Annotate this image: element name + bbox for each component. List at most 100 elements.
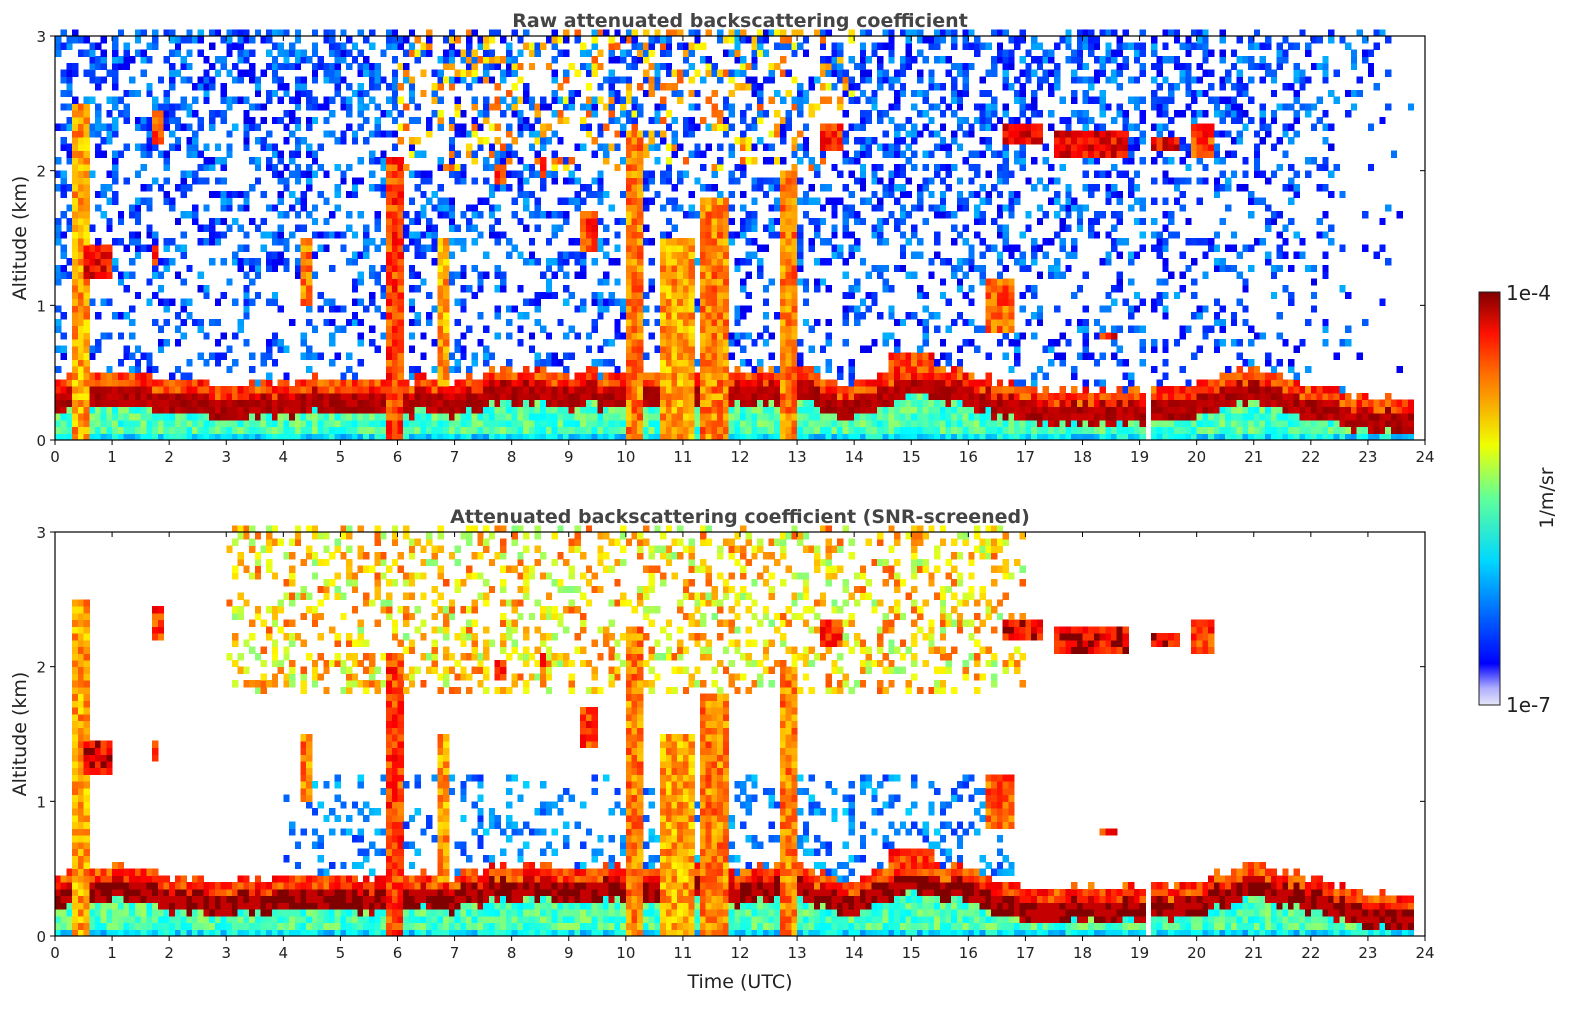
- heatmap-cell: [369, 426, 376, 434]
- heatmap-cell: [665, 123, 673, 131]
- heatmap-cell: [631, 96, 638, 104]
- heatmap-cell: [117, 150, 125, 158]
- heatmap-cell: [134, 211, 142, 219]
- heatmap-cell: [448, 163, 456, 172]
- heatmap-cell: [625, 345, 633, 353]
- heatmap-cell: [780, 238, 787, 246]
- heatmap-cell: [197, 318, 204, 327]
- heatmap-cell: [83, 332, 90, 340]
- heatmap-cell: [745, 359, 752, 367]
- heatmap-cell: [751, 184, 758, 192]
- heatmap-cell: [214, 386, 222, 394]
- heatmap-cell: [705, 386, 712, 394]
- heatmap-cell: [443, 298, 450, 306]
- heatmap-cell: [671, 204, 678, 212]
- heatmap-cell: [283, 163, 290, 172]
- heatmap-cell: [848, 231, 855, 239]
- heatmap-cell: [660, 305, 667, 313]
- heatmap-cell: [294, 224, 302, 232]
- heatmap-cell: [928, 69, 935, 77]
- heatmap-cell: [203, 399, 210, 407]
- heatmap-cell: [260, 116, 267, 125]
- heatmap-cell: [112, 103, 119, 111]
- heatmap-cell: [785, 359, 792, 367]
- heatmap-cell: [557, 419, 564, 428]
- heatmap-cell: [83, 96, 90, 104]
- heatmap-cell: [774, 426, 781, 434]
- heatmap-cell: [488, 62, 496, 71]
- heatmap-cell: [483, 137, 490, 145]
- heatmap-cell: [83, 177, 90, 185]
- heatmap-cell: [637, 291, 644, 300]
- heatmap-cell: [249, 62, 256, 71]
- heatmap-cell: [597, 379, 604, 387]
- heatmap-cell: [232, 42, 239, 50]
- heatmap-cell: [214, 157, 222, 165]
- heatmap-cell: [819, 419, 827, 428]
- heatmap-cell: [260, 143, 267, 151]
- heatmap-cell: [260, 190, 267, 199]
- heatmap-cell: [728, 231, 735, 239]
- heatmap-cell: [363, 379, 370, 387]
- heatmap-cell: [614, 130, 621, 138]
- heatmap-cell: [271, 339, 279, 347]
- heatmap-cell: [757, 399, 764, 407]
- heatmap-cell: [774, 217, 781, 226]
- heatmap-cell: [289, 42, 296, 50]
- heatmap-cell: [329, 69, 336, 77]
- heatmap-cell: [55, 224, 62, 232]
- heatmap-cell: [603, 419, 610, 428]
- heatmap-cell: [323, 406, 330, 414]
- heatmap-cell: [785, 264, 792, 273]
- heatmap-cell: [517, 372, 524, 380]
- heatmap-cell: [77, 419, 85, 428]
- heatmap-cell: [214, 318, 222, 327]
- heatmap-cell: [414, 56, 421, 64]
- heatmap-cell: [905, 399, 912, 407]
- heatmap-cell: [665, 332, 673, 340]
- heatmap-cell: [243, 399, 250, 407]
- heatmap-cell: [89, 49, 96, 57]
- heatmap-cell: [791, 76, 798, 84]
- heatmap-cell: [751, 197, 758, 205]
- heatmap-cell: [117, 211, 125, 219]
- heatmap-cell: [391, 285, 399, 293]
- heatmap-cell: [209, 413, 216, 421]
- heatmap-cell: [254, 419, 262, 428]
- heatmap-cell: [123, 143, 130, 151]
- heatmap-cell: [471, 69, 478, 77]
- heatmap-cell: [751, 419, 758, 428]
- heatmap-cell: [277, 399, 284, 407]
- heatmap-cell: [951, 413, 958, 421]
- heatmap-cell: [700, 392, 707, 401]
- heatmap-cell: [677, 271, 684, 279]
- heatmap-cell: [802, 372, 810, 380]
- heatmap-cell: [477, 231, 484, 239]
- heatmap-cell: [745, 123, 752, 131]
- heatmap-cell: [808, 372, 815, 380]
- heatmap-cell: [728, 379, 735, 387]
- heatmap-cell: [568, 426, 575, 434]
- heatmap-cell: [443, 413, 450, 421]
- heatmap-cell: [83, 150, 90, 158]
- heatmap-cell: [488, 399, 496, 407]
- heatmap-cell: [66, 123, 73, 131]
- heatmap-cell: [311, 62, 319, 71]
- heatmap-cell: [220, 190, 227, 199]
- heatmap-cell: [802, 386, 810, 394]
- heatmap-cell: [123, 110, 130, 118]
- heatmap-cell: [511, 96, 518, 104]
- heatmap-cell: [671, 332, 678, 340]
- heatmap-cell: [540, 157, 547, 165]
- heatmap-cell: [922, 123, 929, 131]
- heatmap-cell: [391, 399, 399, 407]
- heatmap-cell: [83, 238, 90, 246]
- heatmap-cell: [534, 372, 541, 380]
- heatmap-cell: [688, 339, 695, 347]
- heatmap-cell: [112, 62, 119, 71]
- heatmap-cell: [700, 76, 707, 84]
- heatmap-cell: [511, 137, 518, 145]
- heatmap-cell: [728, 110, 735, 118]
- heatmap-cell: [728, 170, 735, 178]
- heatmap-cell: [523, 406, 530, 414]
